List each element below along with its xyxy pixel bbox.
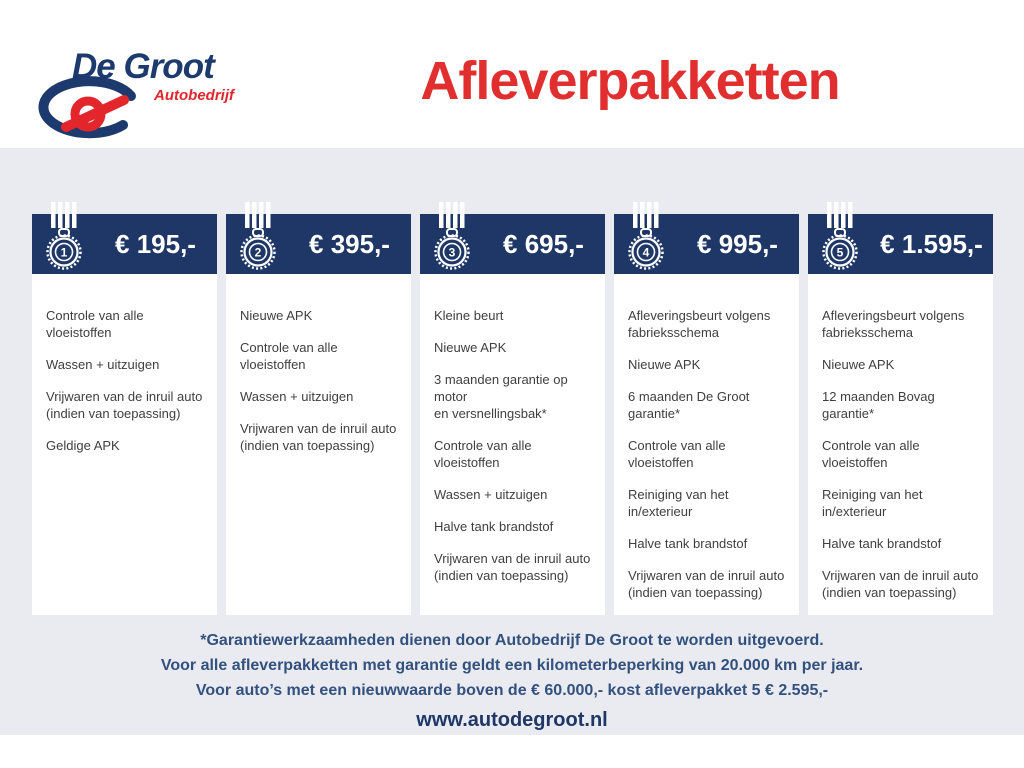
footnote-line: *Garantiewerkzaamheden dienen door Autob… — [200, 632, 824, 649]
brand-logo: De Groot Autobedrijf — [36, 47, 251, 145]
package-card-1: 1 € 195,- Controle van alle vloeistoffen… — [32, 202, 217, 615]
medal-5-icon: 5 — [822, 202, 858, 270]
main-content: 1 € 195,- Controle van alle vloeistoffen… — [0, 148, 1024, 735]
footnotes: *Garantiewerkzaamheden dienen door Autob… — [0, 628, 1024, 703]
package-feature: Nieuwe APK — [240, 308, 313, 323]
footnote-line: Voor auto’s met een nieuwwaarde boven de… — [195, 682, 829, 699]
package-features: Afleveringsbeurt volgens fabrieksschema N… — [808, 274, 993, 615]
package-feature: Wassen + uitzuigen — [46, 357, 160, 372]
package-feature: Controle van alle vloeistoffen — [240, 340, 338, 372]
package-feature: Afleveringsbeurt volgens fabrieksschema — [628, 308, 771, 340]
package-price: € 1.595,- — [880, 228, 983, 259]
package-feature: Nieuwe APK — [628, 357, 701, 372]
header: De Groot Autobedrijf Afleverpakketten — [0, 0, 1024, 148]
package-price: € 695,- — [503, 228, 584, 259]
package-feature: Controle van alle vloeistoffen — [434, 438, 532, 470]
package-header: 2 € 395,- — [226, 202, 411, 274]
package-price: € 995,- — [697, 228, 778, 259]
footnote-line: Voor alle afleverpakketten met garantie … — [160, 657, 864, 674]
package-feature: Nieuwe APK — [822, 357, 895, 372]
package-features: Kleine beurt Nieuwe APK 3 maanden garantie… — [420, 274, 605, 615]
package-feature: Afleveringsbeurt volgens fabrieksschema — [822, 308, 965, 340]
medal-rank: 3 — [449, 246, 456, 260]
package-features: Controle van alle vloeistoffen Wassen + u… — [32, 274, 217, 615]
medal-1-icon: 1 — [46, 202, 82, 270]
package-header: 3 € 695,- — [420, 202, 605, 274]
package-features: Nieuwe APK Controle van alle vloeistoffen… — [226, 274, 411, 615]
medal-rank: 2 — [255, 246, 262, 260]
package-card-3: 3 € 695,- Kleine beurt Nieuwe APK 3 maande… — [420, 202, 605, 615]
medal-rank: 5 — [837, 246, 844, 260]
package-feature: Halve tank brandstof — [822, 536, 942, 551]
package-feature: Vrijwaren van de inruil auto (indien van… — [434, 551, 591, 583]
package-feature: Vrijwaren van de inruil auto (indien van… — [822, 568, 979, 600]
brand-subtitle: Autobedrijf — [154, 87, 234, 104]
package-features: Afleveringsbeurt volgens fabrieksschema N… — [614, 274, 799, 615]
package-feature: Controle van alle vloeistoffen — [822, 438, 920, 470]
logo-swoosh-icon — [38, 76, 136, 139]
package-price: € 395,- — [309, 228, 390, 259]
package-feature: 3 maanden garantie op motor en versnelli… — [434, 372, 568, 421]
package-feature: Vrijwaren van de inruil auto (indien van… — [46, 389, 203, 421]
package-feature: Nieuwe APK — [434, 340, 507, 355]
package-feature: Wassen + uitzuigen — [434, 487, 548, 502]
package-feature: Reiniging van het in/exterieur — [822, 487, 923, 519]
package-header: 1 € 195,- — [32, 202, 217, 274]
package-feature: Vrijwaren van de inruil auto (indien van… — [240, 421, 397, 453]
package-feature: Controle van alle vloeistoffen — [46, 308, 144, 340]
medal-3-icon: 3 — [434, 202, 470, 270]
package-card-4: 4 € 995,- Afleveringsbeurt volgens fabri… — [614, 202, 799, 615]
package-feature: Geldige APK — [46, 438, 120, 453]
page-title: Afleverpakketten — [420, 51, 840, 111]
package-feature: Controle van alle vloeistoffen — [628, 438, 726, 470]
website-url[interactable]: www.autodegroot.nl — [416, 709, 608, 731]
package-header: 4 € 995,- — [614, 202, 799, 274]
package-feature: Kleine beurt — [434, 308, 504, 323]
package-cards: 1 € 195,- Controle van alle vloeistoffen… — [0, 202, 1024, 615]
medal-rank: 4 — [643, 246, 650, 260]
package-card-2: 2 € 395,- Nieuwe APK Controle van alle vl… — [226, 202, 411, 615]
package-feature: 6 maanden De Groot garantie* — [628, 389, 750, 421]
package-feature: Vrijwaren van de inruil auto (indien van… — [628, 568, 785, 600]
package-feature: Halve tank brandstof — [628, 536, 748, 551]
medal-2-icon: 2 — [240, 202, 276, 270]
package-header: 5 € 1.595,- — [808, 202, 993, 274]
medal-4-icon: 4 — [628, 202, 664, 270]
package-feature: 12 maanden Bovag garantie* — [822, 389, 935, 421]
brand-name: De Groot — [72, 47, 215, 86]
package-feature: Reiniging van het in/exterieur — [628, 487, 729, 519]
medal-rank: 1 — [61, 246, 68, 260]
package-card-5: 5 € 1.595,- Afleveringsbeurt volgens fab… — [808, 202, 993, 615]
package-price: € 195,- — [115, 228, 196, 259]
package-feature: Wassen + uitzuigen — [240, 389, 354, 404]
package-feature: Halve tank brandstof — [434, 519, 554, 534]
